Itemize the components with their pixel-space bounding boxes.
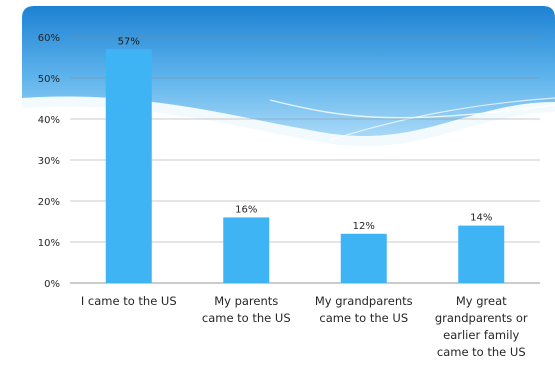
data-label: 14% [470,213,492,224]
data-label: 57% [118,36,140,47]
x-axis: I came to the US My parents came to the US… [81,294,528,359]
x-tick-label: My great grandparents or earlier family cam… [435,294,528,359]
wave-highlight [22,96,555,147]
x-tick-label: My grandparents came to the US [315,294,413,325]
y-tick-label: 30% [38,156,60,167]
bar [340,233,387,283]
header-band [22,6,555,137]
chart-background [22,6,555,147]
bar [105,49,152,283]
y-axis: 0% 10% 20% 30% 40% 50% 60% [38,33,60,290]
y-tick-label: 20% [38,197,60,208]
y-tick-label: 0% [44,279,60,290]
x-tick-label: I came to the US [81,294,177,308]
data-label: 12% [353,221,375,232]
data-label: 16% [235,204,257,215]
wave-line [269,99,555,119]
bar [458,225,505,283]
wave-line [329,97,555,141]
y-tick-label: 50% [38,74,60,85]
bar [223,217,270,283]
bars [105,49,505,283]
data-labels: 57% 16% 12% 14% [118,36,493,232]
x-tick-label: My parents came to the US [202,294,291,325]
y-tick-label: 40% [38,115,60,126]
y-tick-label: 10% [38,238,60,249]
y-tick-label: 60% [38,33,60,44]
